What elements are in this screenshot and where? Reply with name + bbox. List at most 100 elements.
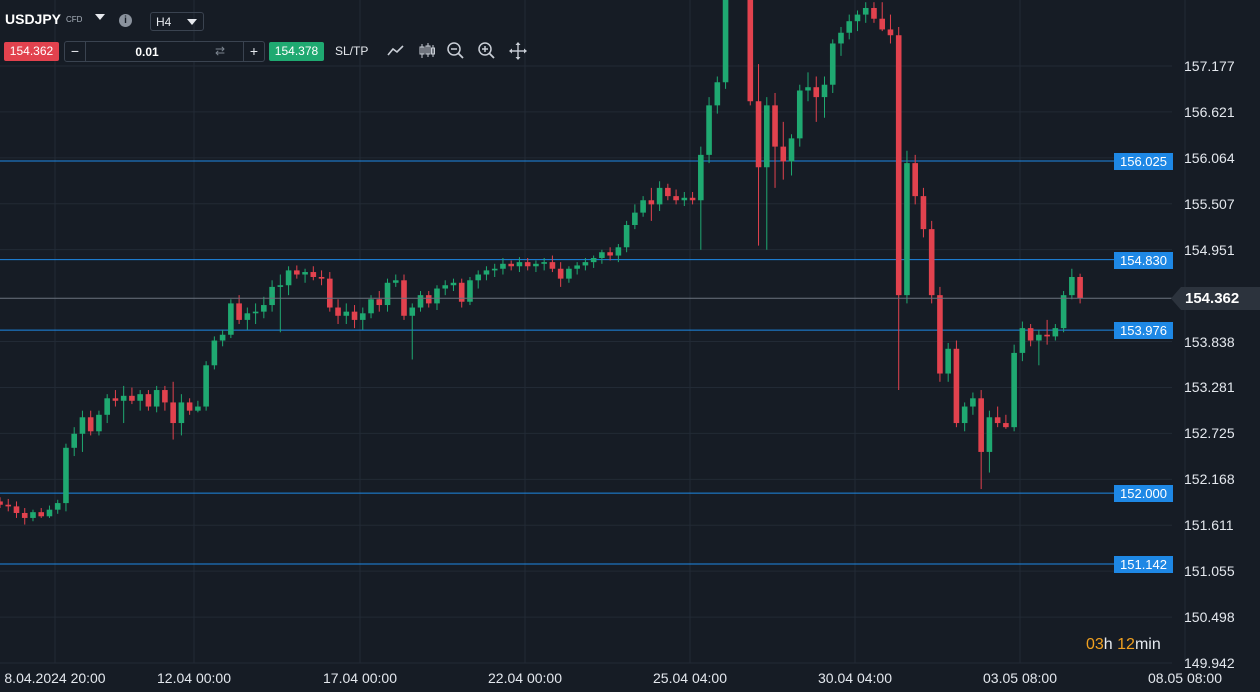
candle-body (1019, 328, 1026, 353)
candle-body (261, 305, 267, 312)
candle (219, 329, 226, 347)
candle-body (483, 270, 490, 275)
candle (195, 400, 201, 413)
buy-button[interactable]: 154.378 (269, 42, 324, 61)
candle-body (829, 43, 836, 85)
candle (681, 192, 688, 207)
candle (417, 291, 424, 312)
price-tick-label: 157.177 (1184, 58, 1235, 74)
chart-grid (0, 0, 1186, 664)
candle (71, 427, 78, 457)
level-tag[interactable]: 152.000 (1114, 485, 1173, 503)
zoom-out-icon[interactable] (446, 41, 466, 61)
info-icon[interactable]: i (119, 14, 132, 27)
candle (425, 291, 432, 308)
candle (887, 14, 894, 44)
decrease-button[interactable]: − (65, 42, 86, 61)
candle-body (294, 270, 300, 275)
candle (904, 150, 910, 304)
current-price-tag: 154.362 (1171, 286, 1260, 310)
candle (458, 278, 465, 308)
candle-body (195, 406, 201, 411)
sell-button[interactable]: 154.362 (4, 42, 59, 61)
candle-body (871, 7, 877, 19)
candle-body (590, 258, 597, 263)
candle-body (928, 229, 935, 296)
candle-body (219, 334, 226, 341)
candle (442, 280, 449, 296)
level-tag[interactable]: 154.830 (1114, 251, 1173, 269)
candle (203, 361, 209, 411)
candle (1044, 319, 1050, 345)
candle-body (425, 295, 432, 304)
candle (763, 97, 770, 250)
candle (79, 410, 86, 452)
candle (1052, 324, 1059, 341)
candle-body (1044, 334, 1050, 337)
candle (1069, 268, 1075, 300)
candle (656, 181, 663, 211)
candle-body (384, 282, 391, 306)
price-tick-label: 151.055 (1184, 563, 1235, 580)
quantity-field[interactable]: 0.01 (135, 45, 159, 59)
zoom-in-icon[interactable] (477, 41, 497, 61)
symbol-name[interactable]: USDJPY (5, 11, 62, 27)
candle (854, 10, 861, 32)
candle (632, 204, 638, 230)
candle (772, 92, 778, 188)
candle-body (13, 506, 20, 513)
time-tick-label: 30.04 04:00 (818, 670, 892, 686)
candle-body (38, 512, 45, 517)
candle-body (648, 200, 655, 205)
candle (21, 508, 28, 525)
candle (945, 343, 951, 382)
level-tag[interactable]: 151.142 (1114, 555, 1173, 573)
candle (38, 508, 45, 518)
candle (170, 381, 176, 440)
candle-body (442, 285, 449, 289)
line-chart-icon[interactable] (386, 41, 406, 61)
price-tick-label: 156.064 (1184, 149, 1235, 166)
candle-body (351, 311, 358, 320)
move-icon[interactable] (508, 41, 528, 61)
candle-body (813, 87, 820, 98)
candle-body (310, 272, 317, 277)
candle (640, 196, 646, 217)
candle-body (706, 105, 712, 155)
candle-body (112, 398, 119, 401)
candle (5, 498, 12, 512)
candle-body (129, 395, 135, 401)
sltp-button[interactable]: SL/TP (335, 44, 369, 58)
current-price-tag-shape (1171, 286, 1260, 310)
candle-body (228, 303, 234, 335)
candle (269, 280, 275, 312)
chevron-down-icon[interactable] (95, 14, 105, 20)
candle-body (104, 398, 110, 415)
candle (1019, 321, 1026, 362)
candle (862, 2, 869, 23)
candle-body (920, 196, 927, 230)
candle (722, 0, 729, 89)
candle-body (698, 154, 704, 201)
countdown-hours: 03 (1086, 636, 1104, 653)
candle (788, 134, 795, 176)
level-tag[interactable]: 156.025 (1114, 153, 1173, 171)
candle-body (269, 286, 275, 306)
candlestick-icon[interactable] (417, 41, 437, 61)
timeframe-select[interactable]: H4 (150, 12, 204, 31)
candle-body (392, 280, 399, 283)
candle (780, 121, 787, 180)
candle-body (1052, 328, 1059, 337)
swap-icon[interactable]: ⇄ (215, 44, 226, 58)
candle-body (937, 295, 943, 374)
candle-body (491, 268, 498, 271)
candle-body (54, 503, 61, 510)
candle-body (153, 390, 160, 407)
candle-body (376, 299, 383, 306)
candle-body (681, 197, 688, 201)
quantity-stepper[interactable]: − 0.01 ⇄ + (64, 41, 265, 62)
candle-body (30, 512, 36, 518)
increase-button[interactable]: + (243, 42, 264, 61)
level-tag[interactable]: 153.976 (1114, 322, 1173, 340)
